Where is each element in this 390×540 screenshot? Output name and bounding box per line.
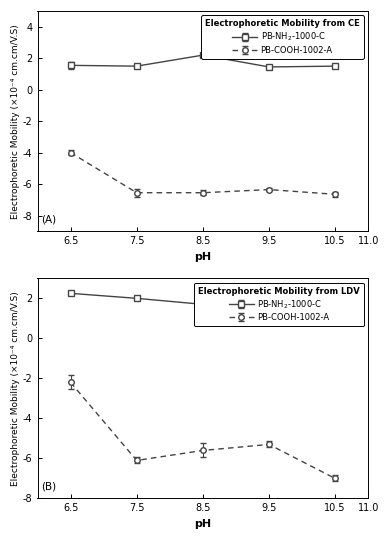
X-axis label: pH: pH <box>194 252 211 262</box>
Text: (A): (A) <box>41 214 56 225</box>
Legend: PB-NH$_2$-1000-C, PB-COOH-1002-A: PB-NH$_2$-1000-C, PB-COOH-1002-A <box>201 15 364 59</box>
Y-axis label: Electrophoretic Mobility (×10⁻⁴ cm.cm/V.S): Electrophoretic Mobility (×10⁻⁴ cm.cm/V.… <box>11 24 20 219</box>
Text: (B): (B) <box>41 482 56 492</box>
Legend: PB-NH$_2$-1000-C, PB-COOH-1002-A: PB-NH$_2$-1000-C, PB-COOH-1002-A <box>194 282 364 326</box>
X-axis label: pH: pH <box>194 519 211 529</box>
Y-axis label: Electrophoretic Mobility (×10⁻⁴ cm.cm/V.S): Electrophoretic Mobility (×10⁻⁴ cm.cm/V.… <box>11 291 20 486</box>
